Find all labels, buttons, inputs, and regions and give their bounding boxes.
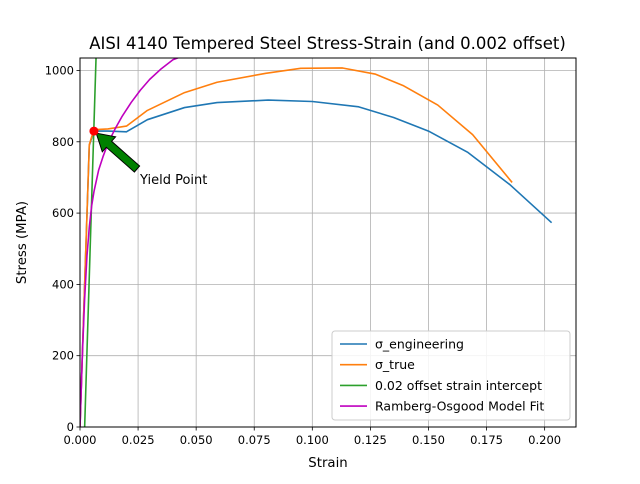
x-tick-label: 0.050	[180, 433, 213, 447]
tick-layer: 0.000 0.025 0.050 0.075 0.100 0.125 0.150 0.175…	[45, 63, 561, 447]
legend-label-2: 0.02 offset strain intercept	[375, 378, 542, 393]
x-tick-label: 0.075	[238, 433, 271, 447]
x-tick-label: 0.125	[354, 433, 387, 447]
yield-point-marker	[89, 126, 99, 136]
plot-frame	[79, 57, 577, 428]
y-tick-label: 800	[52, 135, 74, 149]
x-tick-label: 0.000	[64, 433, 97, 447]
y-axis-label: Stress (MPA)	[15, 201, 30, 284]
y-tick-label: 0	[67, 420, 74, 434]
yield-point-label: Yield Point	[139, 173, 207, 188]
chart-title: AISI 4140 Tempered Steel Stress-Strain (…	[89, 34, 566, 53]
legend-label-0: σ_engineering	[375, 337, 464, 352]
x-tick-label: 0.150	[412, 433, 445, 447]
x-tick-label: 0.100	[296, 433, 329, 447]
legend-box	[331, 330, 571, 421]
x-tick-label: 0.025	[122, 433, 155, 447]
x-tick-label: 0.200	[528, 433, 561, 447]
y-tick-label: 600	[52, 206, 74, 220]
series-line-3	[80, 58, 180, 427]
grid-layer	[79, 58, 576, 428]
overlay-layer: Yield Point	[89, 126, 207, 188]
series-line-2	[83, 58, 97, 427]
yield-arrow	[95, 132, 141, 173]
legend-label-3: Ramberg-Osgood Model Fit	[375, 399, 544, 414]
y-tick-label: 400	[52, 277, 74, 291]
x-tick-label: 0.175	[470, 433, 503, 447]
legend-label-1: σ_true	[375, 357, 415, 372]
y-tick-label: 200	[52, 349, 74, 363]
y-tick-label: 1000	[45, 63, 74, 77]
legend: σ_engineering σ_true 0.02 offset strain in…	[331, 330, 571, 421]
x-axis-label: Strain	[308, 456, 347, 471]
